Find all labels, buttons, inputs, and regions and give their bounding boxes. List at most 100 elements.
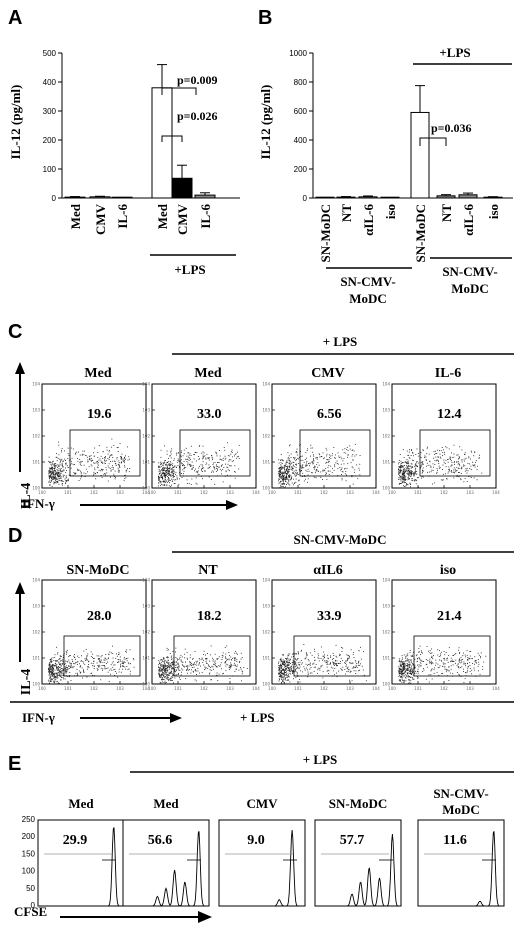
- event-dot: [318, 657, 320, 659]
- event-dot: [99, 660, 101, 662]
- event-dot: [286, 484, 287, 485]
- event-dot: [162, 658, 164, 660]
- event-dot: [120, 462, 122, 464]
- event-dot: [65, 482, 66, 484]
- event-dot: [442, 673, 443, 674]
- decade-label: 104: [142, 686, 150, 691]
- event-dot: [102, 668, 104, 670]
- event-dot: [217, 468, 218, 470]
- event-dot: [418, 651, 420, 653]
- event-dot: [70, 667, 72, 669]
- event-dot: [168, 468, 169, 469]
- event-dot: [337, 452, 339, 454]
- event-dot: [451, 471, 453, 473]
- event-dot: [195, 468, 196, 470]
- event-dot: [98, 469, 100, 471]
- event-dot: [403, 666, 405, 668]
- event-dot: [164, 673, 166, 675]
- event-dot: [279, 469, 281, 470]
- event-dot: [59, 674, 60, 676]
- event-dot: [167, 660, 169, 662]
- event-dot: [187, 658, 188, 660]
- event-dot: [234, 652, 236, 654]
- event-dot: [449, 459, 451, 460]
- event-dot: [400, 483, 402, 484]
- event-dot: [431, 662, 433, 664]
- event-dot: [159, 481, 161, 483]
- event-dot: [108, 657, 109, 659]
- event-dot: [102, 462, 103, 464]
- event-dot: [422, 467, 424, 469]
- dot-plot-frame: [271, 579, 377, 685]
- decade-label: 101: [294, 686, 302, 691]
- event-dot: [90, 651, 92, 653]
- event-dot: [63, 470, 65, 472]
- event-dot: [160, 482, 162, 484]
- bar: [151, 87, 173, 199]
- event-dot: [452, 660, 454, 662]
- event-dot: [289, 463, 290, 465]
- event-dot: [66, 465, 68, 467]
- event-dot: [453, 462, 455, 464]
- event-dot: [56, 675, 58, 677]
- event-dot: [351, 476, 353, 478]
- event-dot: [49, 479, 51, 481]
- event-dot: [287, 657, 288, 659]
- event-dot: [158, 667, 160, 668]
- event-dot: [325, 474, 326, 476]
- event-dot: [459, 652, 461, 653]
- event-dot: [408, 469, 410, 471]
- event-dot: [57, 470, 59, 472]
- event-dot: [163, 658, 164, 659]
- event-dot: [354, 667, 356, 668]
- event-dot: [160, 466, 162, 467]
- event-dot: [458, 462, 460, 464]
- event-dot: [453, 467, 455, 469]
- event-dot: [446, 478, 448, 480]
- event-dot: [464, 678, 466, 680]
- event-dot: [303, 644, 305, 645]
- event-dot: [297, 667, 299, 669]
- event-dot: [306, 462, 307, 464]
- event-dot: [449, 458, 451, 459]
- event-dot: [448, 655, 450, 656]
- event-dot: [401, 477, 403, 479]
- event-dot: [306, 654, 307, 656]
- event-dot: [314, 466, 316, 468]
- event-dot: [51, 477, 53, 479]
- event-dot: [57, 479, 59, 481]
- event-dot: [288, 470, 290, 472]
- event-dot: [419, 665, 421, 667]
- event-dot: [470, 450, 472, 452]
- event-dot: [112, 645, 113, 647]
- event-dot: [228, 659, 230, 661]
- event-dot: [178, 668, 179, 670]
- event-dot: [168, 680, 170, 681]
- event-dot: [412, 674, 414, 676]
- panel-e-xlabel: CFSE: [14, 904, 47, 919]
- event-dot: [402, 672, 403, 674]
- category-label: CMV: [175, 203, 190, 235]
- event-dot: [288, 674, 289, 676]
- event-dot: [175, 474, 176, 475]
- event-dot: [93, 455, 95, 457]
- event-dot: [186, 669, 188, 671]
- event-dot: [170, 469, 172, 471]
- event-dot: [422, 652, 423, 654]
- panel-d-xlabel: IFN-γ: [22, 710, 55, 725]
- event-dot: [218, 467, 220, 469]
- event-dot: [409, 659, 411, 661]
- event-dot: [291, 656, 293, 658]
- decade-label: 100: [32, 486, 40, 491]
- event-dot: [49, 676, 51, 678]
- event-dot: [79, 672, 81, 674]
- event-dot: [436, 672, 438, 674]
- event-dot: [200, 665, 201, 667]
- event-dot: [162, 466, 164, 468]
- event-dot: [159, 667, 161, 669]
- event-dot: [327, 466, 329, 468]
- event-dot: [291, 669, 293, 671]
- event-dot: [463, 682, 465, 683]
- event-dot: [446, 447, 448, 449]
- event-dot: [288, 455, 290, 457]
